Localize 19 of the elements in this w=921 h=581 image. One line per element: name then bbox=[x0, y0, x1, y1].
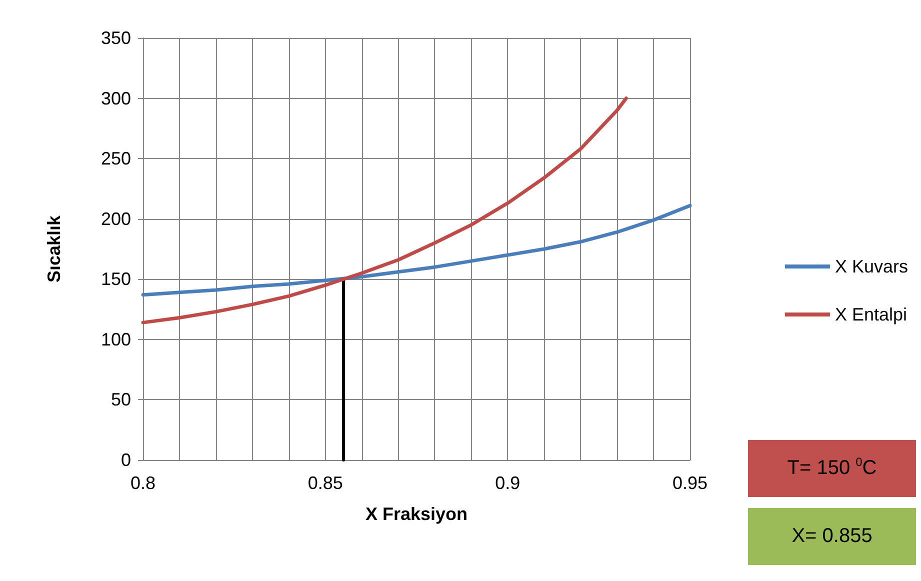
text: X= 0.855 bbox=[792, 525, 872, 547]
x-tick-label: 0.8 bbox=[130, 473, 156, 493]
y-tick-label: 0 bbox=[120, 450, 131, 470]
y-tick-label: 200 bbox=[100, 208, 131, 229]
legend-label: X Entalpi bbox=[834, 304, 908, 324]
line-series bbox=[141, 96, 628, 324]
line-series bbox=[141, 204, 692, 297]
y-tick-label: 250 bbox=[100, 148, 131, 169]
y-tick-label: 150 bbox=[100, 269, 131, 290]
x-axis-title: X Fraksiyon bbox=[365, 504, 468, 524]
y-tick-label: 100 bbox=[100, 329, 131, 350]
x-tick-label: 0.85 bbox=[308, 473, 343, 493]
y-tick-label: 350 bbox=[100, 28, 131, 48]
y-axis-title: Sıcaklık bbox=[44, 214, 64, 283]
x-tick-label: 0.9 bbox=[495, 473, 520, 493]
legend-label: X Kuvars bbox=[834, 256, 908, 276]
x-tick-label: 0.95 bbox=[672, 473, 708, 493]
y-tick-label: 50 bbox=[110, 390, 131, 410]
y-tick-label: 300 bbox=[100, 88, 131, 108]
